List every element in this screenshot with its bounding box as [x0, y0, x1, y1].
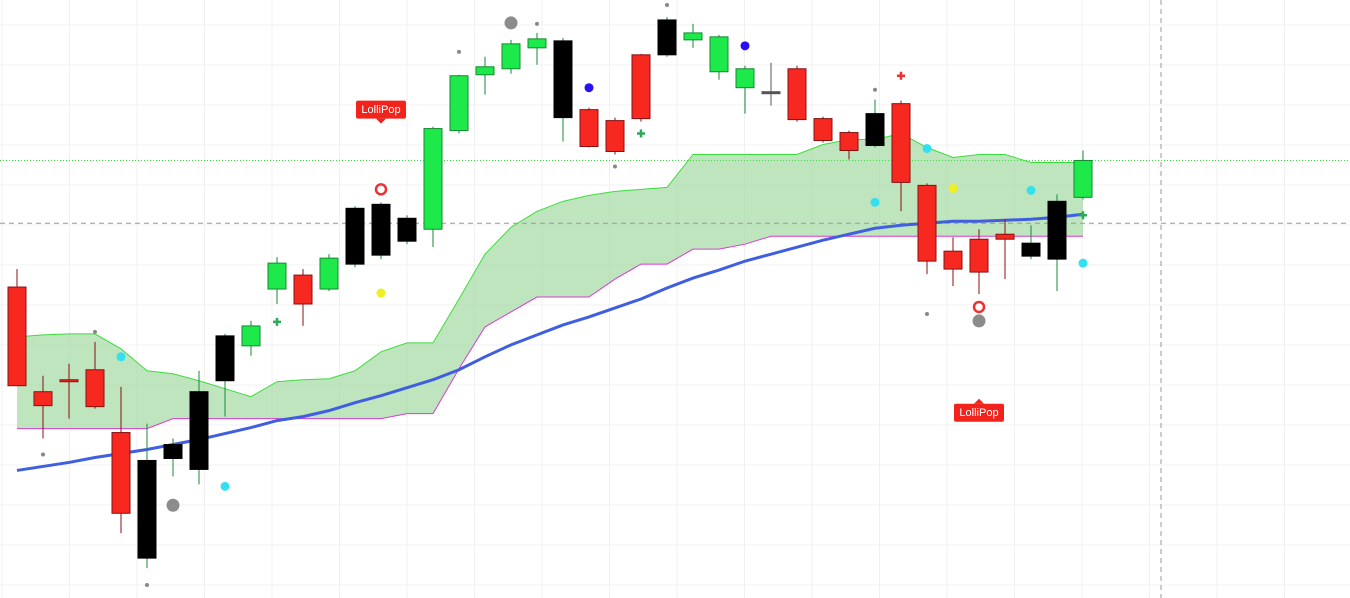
marker-plus	[273, 317, 281, 326]
annotation-text: LolliPop	[959, 407, 998, 419]
marker-dot	[665, 2, 669, 7]
annotation-text: LolliPop	[361, 104, 400, 116]
candle-body	[761, 91, 781, 95]
marker-dot	[116, 352, 126, 362]
candle-body	[33, 391, 53, 407]
cloud-area	[17, 133, 1083, 429]
candle-body	[215, 335, 235, 382]
candle-body	[371, 203, 391, 256]
candle-body	[1073, 159, 1093, 198]
candle-body	[241, 325, 261, 347]
candle-body	[527, 38, 547, 49]
candle-body	[1021, 242, 1041, 257]
candle-body	[7, 286, 27, 387]
marker-dot	[948, 183, 958, 193]
marker-ring	[972, 300, 986, 314]
candle-body	[709, 36, 729, 73]
candle-body	[111, 432, 131, 514]
candle-body	[1047, 200, 1067, 260]
candle-body	[267, 262, 287, 290]
marker-dot	[504, 16, 518, 30]
candle-body	[917, 184, 937, 262]
candle-body	[137, 459, 157, 559]
marker-dot	[535, 21, 539, 26]
candle-body	[891, 103, 911, 183]
candle-body	[865, 113, 885, 147]
marker-dot	[220, 481, 230, 491]
marker-plus	[637, 129, 645, 138]
annotation-pointer	[376, 118, 386, 124]
marker-ring	[374, 183, 388, 196]
candle-body	[449, 75, 469, 132]
marker-dot	[584, 83, 594, 93]
candle-body	[657, 19, 677, 56]
marker-plus	[897, 71, 905, 80]
candle-body	[943, 250, 963, 270]
candle-body	[475, 66, 495, 76]
candle-body	[969, 238, 989, 273]
candle-body	[995, 233, 1015, 240]
candle-body	[631, 54, 651, 120]
marker-dot	[1078, 258, 1088, 268]
candle-body	[813, 118, 833, 142]
annotation-box	[954, 403, 1004, 422]
annotation-box	[356, 100, 406, 119]
candle-body	[59, 379, 79, 383]
candle-body	[553, 40, 573, 119]
candle-body	[189, 391, 209, 470]
marker-dot	[870, 197, 880, 207]
candle-body	[345, 207, 365, 265]
marker-dot	[41, 452, 45, 457]
marker-dot	[145, 583, 149, 588]
marker-plus	[1079, 211, 1087, 220]
candle-body	[683, 32, 703, 41]
marker-dot	[166, 498, 180, 512]
candle-body	[397, 217, 417, 242]
marker-dot	[457, 49, 461, 54]
marker-dot	[740, 41, 750, 51]
marker-dot	[873, 87, 877, 92]
candle-body	[319, 257, 339, 290]
candle-body	[423, 128, 443, 230]
candle-body	[839, 132, 859, 151]
candle-body	[735, 68, 755, 89]
marker-dot	[922, 144, 932, 154]
annotation-pointer	[974, 398, 984, 404]
marker-dot	[925, 311, 929, 316]
marker-dot	[93, 329, 97, 334]
candle-body	[605, 120, 625, 152]
candle-body	[501, 43, 521, 70]
marker-dot	[376, 288, 386, 298]
candle-body	[787, 68, 807, 121]
marker-dot	[613, 164, 617, 169]
marker-dot	[1026, 185, 1036, 195]
candle-body	[163, 444, 183, 459]
candle-body	[85, 369, 105, 408]
marker-dot	[972, 314, 986, 328]
candle-body	[293, 274, 313, 305]
candle-body	[579, 109, 599, 148]
